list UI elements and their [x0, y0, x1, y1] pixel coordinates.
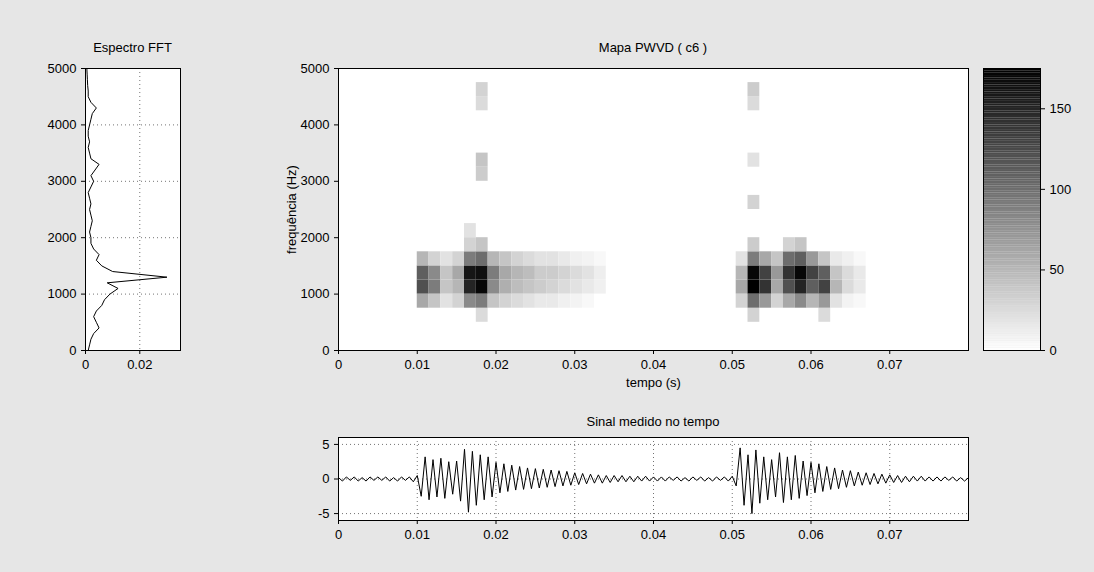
svg-text:1000: 1000	[301, 286, 330, 301]
svg-text:0.07: 0.07	[877, 527, 902, 542]
svg-text:tempo (s): tempo (s)	[626, 375, 681, 390]
svg-text:2000: 2000	[48, 230, 77, 245]
html-text:Mapa PWVD ( c6 ): Mapa PWVD ( c6 )	[598, 40, 708, 55]
svg-text:0.03: 0.03	[562, 527, 587, 542]
html-text:Espectro FFT: Espectro FFT	[93, 40, 172, 55]
svg-text:0.07: 0.07	[877, 357, 902, 372]
svg-text:4000: 4000	[48, 117, 77, 132]
svg-text:50: 50	[1050, 262, 1064, 277]
svg-text:0: 0	[322, 471, 329, 486]
svg-text:frequência (Hz): frequência (Hz)	[284, 165, 299, 254]
svg-text:0: 0	[1050, 343, 1057, 358]
svg-text:0.03: 0.03	[562, 357, 587, 372]
svg-text:0.05: 0.05	[720, 527, 745, 542]
svg-text:3000: 3000	[301, 173, 330, 188]
svg-text:1000: 1000	[48, 286, 77, 301]
svg-text:150: 150	[1050, 101, 1072, 116]
svg-text:0: 0	[335, 527, 342, 542]
svg-text:0: 0	[322, 343, 329, 358]
svg-text:3000: 3000	[48, 173, 77, 188]
svg-text:2000: 2000	[301, 230, 330, 245]
svg-text:0.06: 0.06	[798, 527, 823, 542]
svg-text:5000: 5000	[48, 61, 77, 76]
svg-text:0.02: 0.02	[127, 357, 152, 372]
svg-text:5000: 5000	[301, 61, 330, 76]
svg-text:0: 0	[335, 357, 342, 372]
svg-text:0.02: 0.02	[483, 357, 508, 372]
svg-text:0.04: 0.04	[641, 527, 666, 542]
svg-text:5: 5	[322, 437, 329, 452]
svg-text:-5: -5	[318, 506, 330, 521]
svg-text:4000: 4000	[301, 117, 330, 132]
svg-text:0.01: 0.01	[405, 357, 430, 372]
svg-text:0.06: 0.06	[798, 357, 823, 372]
svg-text:0.01: 0.01	[405, 527, 430, 542]
svg-text:100: 100	[1050, 182, 1072, 197]
html-text:Sinal medido no tempo: Sinal medido no tempo	[586, 414, 720, 429]
svg-text:0.05: 0.05	[720, 357, 745, 372]
svg-text:0.04: 0.04	[641, 357, 666, 372]
svg-text:0: 0	[69, 343, 76, 358]
svg-text:0.02: 0.02	[483, 527, 508, 542]
svg-text:0: 0	[82, 357, 89, 372]
